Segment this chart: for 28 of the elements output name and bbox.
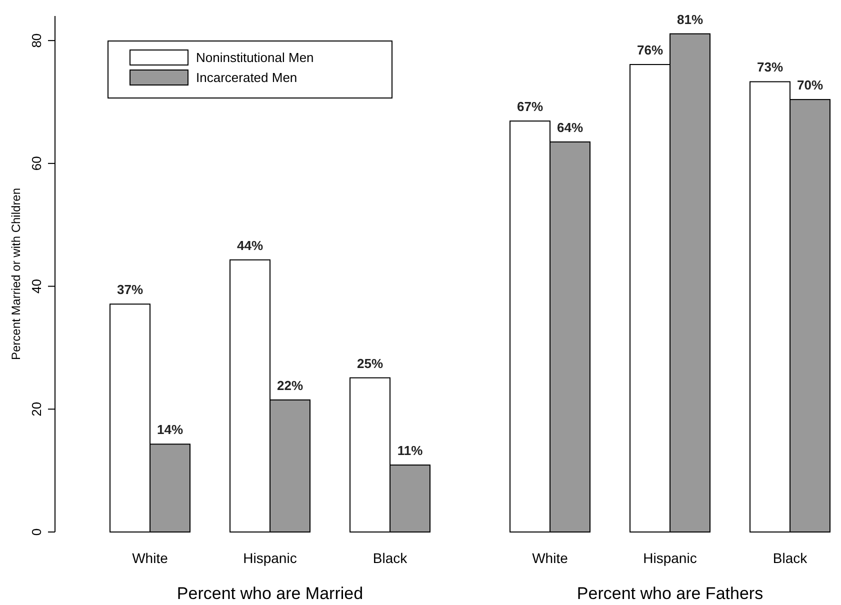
data-label: 44% <box>236 238 264 253</box>
x-tick-label: Hispanic <box>643 550 697 566</box>
data-label: 67% <box>516 99 544 114</box>
data-label: 22% <box>276 378 304 393</box>
y-tick-label: 40 <box>29 279 44 294</box>
x-tick-label: White <box>532 550 568 566</box>
y-tick-label: 0 <box>29 528 44 536</box>
text: Percent who are Fathers <box>576 584 764 603</box>
data-label: 81% <box>676 12 704 27</box>
data-label: 76% <box>636 42 664 58</box>
data-label: 64% <box>556 120 584 135</box>
data-label: 14% <box>156 422 184 438</box>
x-tick-label: Hispanic <box>243 550 297 566</box>
y-tick-label: 20 <box>29 402 44 416</box>
data-label: 37% <box>116 282 144 298</box>
data-label: 70% <box>796 78 824 93</box>
legend-label: Incarcerated Men <box>196 70 298 85</box>
text: Percent who are Married <box>176 584 364 603</box>
x-tick-label: Black <box>372 550 408 566</box>
x-tick-label: White <box>132 550 168 566</box>
y-axis-title: Percent Married or with Children <box>9 188 23 360</box>
y-tick-label: 60 <box>29 156 44 171</box>
data-label: 73% <box>756 60 784 75</box>
x-tick-label: Black <box>772 550 808 566</box>
data-label: 25% <box>356 356 384 371</box>
data-label: 11% <box>397 443 424 458</box>
legend-label: Noninstitutional Men <box>196 50 314 65</box>
y-tick-label: 80 <box>29 33 44 48</box>
